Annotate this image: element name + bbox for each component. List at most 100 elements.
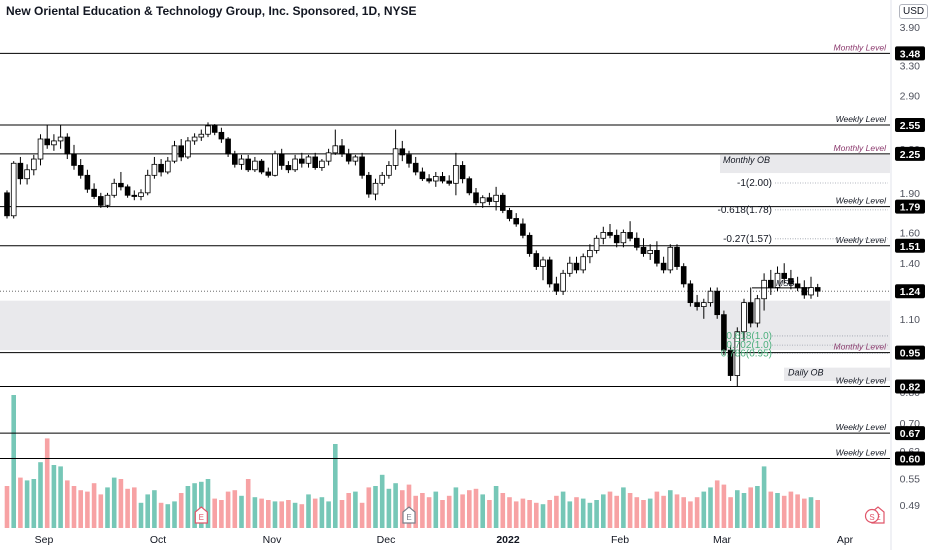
volume-bar bbox=[547, 500, 552, 528]
candle bbox=[104, 192, 111, 208]
candle-body bbox=[198, 133, 205, 138]
candle bbox=[151, 156, 158, 179]
volume-bar bbox=[58, 466, 63, 528]
candle bbox=[694, 294, 700, 311]
currency-badge[interactable]: USD bbox=[899, 4, 929, 19]
candle bbox=[701, 298, 707, 319]
y-tick-label: 2.90 bbox=[900, 90, 921, 102]
volume-bar bbox=[85, 491, 90, 528]
volume-bar bbox=[78, 490, 83, 528]
candle bbox=[419, 167, 426, 182]
candle bbox=[225, 137, 231, 157]
candle-body bbox=[171, 145, 178, 162]
volume-bar bbox=[158, 502, 164, 528]
x-axis: Sep Oct Nov Dec 2022 Feb Mar Apr bbox=[0, 530, 891, 550]
candle-body bbox=[352, 156, 359, 162]
level-box-1.51 bbox=[895, 238, 925, 253]
volume-bar bbox=[781, 495, 787, 528]
candle bbox=[319, 159, 325, 171]
candle bbox=[386, 161, 392, 179]
volume-bar bbox=[393, 483, 398, 528]
volume-bar bbox=[714, 480, 720, 528]
candle bbox=[600, 226, 607, 245]
candle-body bbox=[768, 279, 774, 288]
volume-bar bbox=[808, 497, 814, 528]
earnings-marker-label: E bbox=[406, 513, 411, 522]
x-tick-label: Dec bbox=[377, 534, 396, 546]
candle-body bbox=[546, 259, 553, 285]
y-tick-label: 3.30 bbox=[900, 61, 921, 73]
candle-body bbox=[419, 171, 426, 180]
candle-body bbox=[399, 148, 406, 156]
candle-body bbox=[459, 165, 466, 180]
volume-bar bbox=[312, 498, 318, 528]
candle-body bbox=[506, 210, 513, 219]
candle bbox=[91, 183, 97, 199]
fib-label: 0.786(0.95) bbox=[721, 348, 772, 359]
volume-bar bbox=[594, 500, 599, 528]
candle bbox=[352, 154, 359, 166]
candle-body bbox=[446, 180, 452, 184]
candle bbox=[533, 250, 540, 270]
y-tick-label: 1.90 bbox=[900, 188, 921, 200]
split-marker-circle bbox=[864, 508, 880, 524]
candle-body bbox=[30, 158, 37, 171]
candle-body bbox=[285, 165, 292, 171]
volume-bar bbox=[728, 497, 733, 528]
candle-body bbox=[761, 279, 767, 300]
y-tick-label: 1.10 bbox=[900, 314, 921, 326]
fib-label: 0.618(1.0) bbox=[726, 331, 772, 342]
volume-bar bbox=[668, 490, 673, 528]
volume-bar bbox=[487, 500, 492, 528]
earnings-marker: E bbox=[402, 506, 416, 524]
candle-body bbox=[37, 138, 44, 160]
volume-bar bbox=[44, 438, 50, 528]
candle-body bbox=[278, 153, 285, 166]
candle bbox=[4, 190, 10, 219]
candle bbox=[453, 152, 459, 196]
volume-bar bbox=[319, 497, 325, 528]
volume-bar bbox=[815, 500, 820, 528]
volume-bar bbox=[580, 498, 586, 528]
candle bbox=[345, 148, 352, 165]
level-box-text-2.25: 2.25 bbox=[900, 149, 921, 161]
candle bbox=[312, 152, 318, 170]
candle bbox=[245, 154, 252, 172]
candle-body bbox=[211, 125, 218, 133]
candle bbox=[272, 150, 278, 177]
volume-bar bbox=[647, 498, 653, 528]
level-annotation-1.51: Weekly Level bbox=[836, 235, 888, 245]
candle-body bbox=[10, 162, 17, 217]
candle-body bbox=[292, 158, 298, 171]
candle bbox=[674, 244, 680, 270]
candle bbox=[399, 140, 406, 162]
volume-bar bbox=[326, 501, 331, 528]
volume-bar bbox=[413, 495, 418, 528]
x-tick-label: Oct bbox=[150, 534, 166, 546]
candle bbox=[493, 186, 499, 211]
candle-body bbox=[71, 153, 77, 166]
y-axis[interactable]: 3.903.302.902.301.901.601.401.100.800.70… bbox=[890, 0, 932, 550]
volume-bar bbox=[641, 500, 646, 528]
candle-body bbox=[587, 250, 593, 258]
candle-body bbox=[540, 259, 546, 267]
candle-body bbox=[660, 262, 667, 271]
candle-body bbox=[620, 232, 627, 244]
level-box-2.55 bbox=[895, 118, 925, 133]
volume-bar bbox=[755, 486, 760, 528]
candle bbox=[808, 276, 814, 299]
candle bbox=[292, 154, 298, 172]
candle-body bbox=[84, 174, 91, 190]
candle-body bbox=[57, 136, 64, 142]
candle bbox=[205, 122, 211, 138]
candle bbox=[741, 298, 747, 341]
candle-body bbox=[319, 160, 325, 168]
candle-body bbox=[580, 256, 586, 271]
last-price-label: 1.24 bbox=[900, 286, 921, 298]
volume-bar bbox=[105, 487, 110, 528]
volume-bar bbox=[654, 491, 660, 528]
candle bbox=[298, 152, 305, 168]
candle bbox=[499, 192, 506, 214]
candle bbox=[567, 256, 573, 277]
